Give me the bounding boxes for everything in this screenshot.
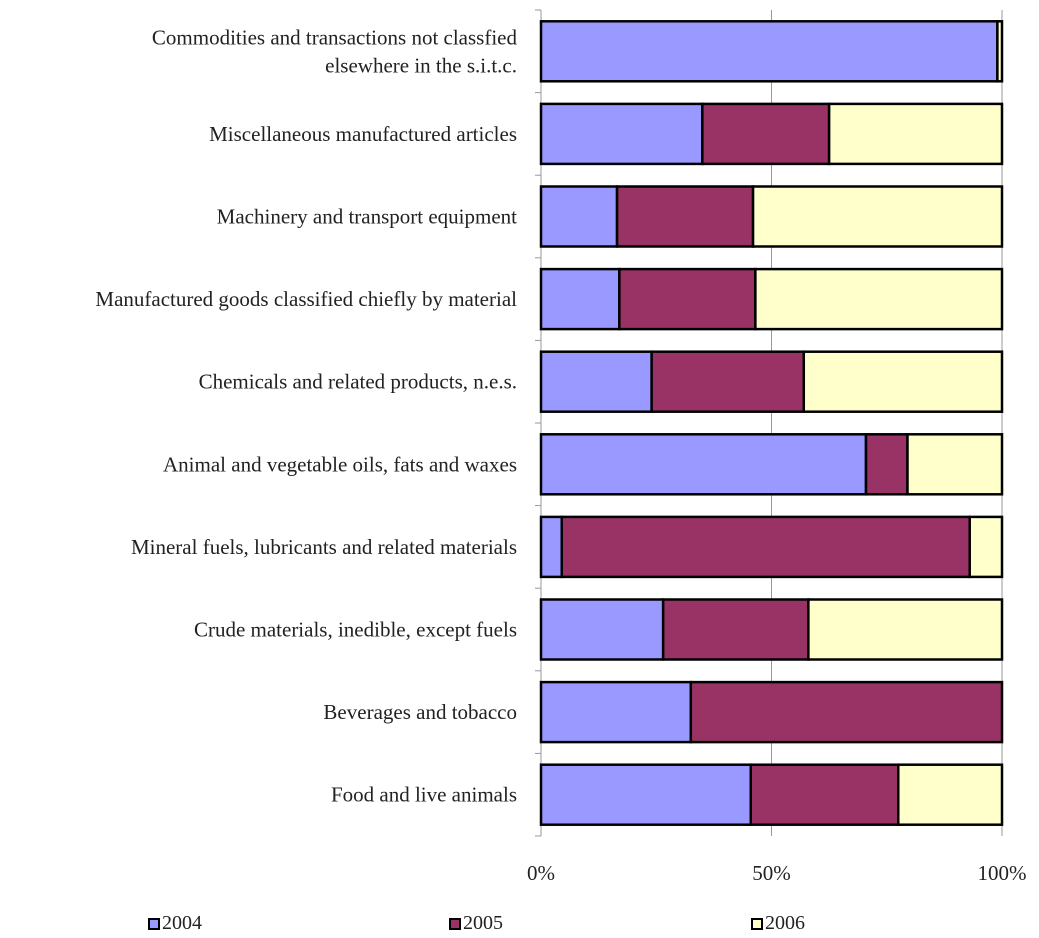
bar-2004-6 bbox=[539, 515, 563, 579]
bar-2005-5 bbox=[864, 433, 909, 496]
category-label: Machinery and transport equipment bbox=[217, 205, 517, 229]
category-label: Crude materials, inedible, except fuels bbox=[194, 618, 517, 642]
bar-2004-2 bbox=[539, 185, 619, 248]
legend-item-2006: 2006 bbox=[751, 912, 805, 935]
x-tick-label: 50% bbox=[752, 861, 791, 885]
bar-2006-6 bbox=[968, 515, 1004, 579]
legend-swatch-2005 bbox=[449, 917, 461, 930]
bar-2004-7 bbox=[539, 598, 665, 661]
bar-2006-3 bbox=[754, 267, 1004, 331]
legend-item-2005: 2005 bbox=[449, 912, 503, 935]
bar-2006-0 bbox=[996, 20, 1004, 83]
legend-item-2004: 2004 bbox=[148, 912, 202, 935]
x-tick-labels: 0% 50% 100% bbox=[527, 861, 1027, 885]
bars bbox=[539, 20, 1004, 826]
stacked-bar-chart: Commodities and transactions not classfi… bbox=[95, 9, 1027, 885]
legend-label-2006: 2006 bbox=[765, 912, 805, 934]
x-tick-label: 0% bbox=[527, 861, 555, 885]
bar-2005-3 bbox=[618, 267, 757, 331]
legend: 2004 2005 2006 bbox=[0, 912, 1039, 938]
bar-2004-5 bbox=[539, 433, 868, 496]
bar-2004-8 bbox=[539, 680, 693, 744]
bar-2005-8 bbox=[689, 680, 1004, 744]
bar-2005-2 bbox=[615, 185, 755, 248]
bar-2004-1 bbox=[539, 102, 704, 166]
bar-2006-5 bbox=[906, 433, 1004, 496]
bar-2005-7 bbox=[661, 598, 810, 661]
bar-2006-2 bbox=[751, 185, 1004, 248]
category-label: Manufactured goods classified chiefly by… bbox=[95, 287, 517, 311]
category-label: Animal and vegetable oils, fats and waxe… bbox=[163, 452, 517, 476]
category-labels: Commodities and transactions not classfi… bbox=[95, 25, 517, 806]
legend-label-2005: 2005 bbox=[463, 912, 503, 934]
bar-2006-4 bbox=[802, 350, 1004, 413]
bar-2005-1 bbox=[701, 102, 831, 166]
category-label: Commodities and transactions not classfi… bbox=[152, 25, 518, 49]
category-label: Food and live animals bbox=[331, 783, 517, 807]
legend-swatch-2006 bbox=[751, 917, 763, 930]
bar-2006-9 bbox=[897, 763, 1004, 826]
bar-2004-4 bbox=[539, 350, 653, 413]
bar-2006-1 bbox=[827, 102, 1004, 166]
bar-2005-4 bbox=[650, 350, 806, 413]
category-label: Mineral fuels, lubricants and related ma… bbox=[131, 535, 517, 559]
legend-label-2004: 2004 bbox=[162, 912, 202, 934]
bar-2005-9 bbox=[749, 763, 900, 826]
category-label: elsewhere in the s.i.t.c. bbox=[325, 53, 517, 77]
category-label: Miscellaneous manufactured articles bbox=[209, 122, 517, 146]
bar-2004-3 bbox=[539, 267, 621, 331]
category-label: Beverages and tobacco bbox=[323, 700, 517, 724]
bar-2004-9 bbox=[539, 763, 753, 826]
bar-2004-0 bbox=[539, 20, 999, 83]
category-label: Chemicals and related products, n.e.s. bbox=[199, 370, 517, 394]
x-tick-label: 100% bbox=[978, 861, 1027, 885]
bar-2006-7 bbox=[807, 598, 1004, 661]
legend-swatch-2004 bbox=[148, 917, 160, 930]
bar-2005-6 bbox=[560, 515, 971, 579]
